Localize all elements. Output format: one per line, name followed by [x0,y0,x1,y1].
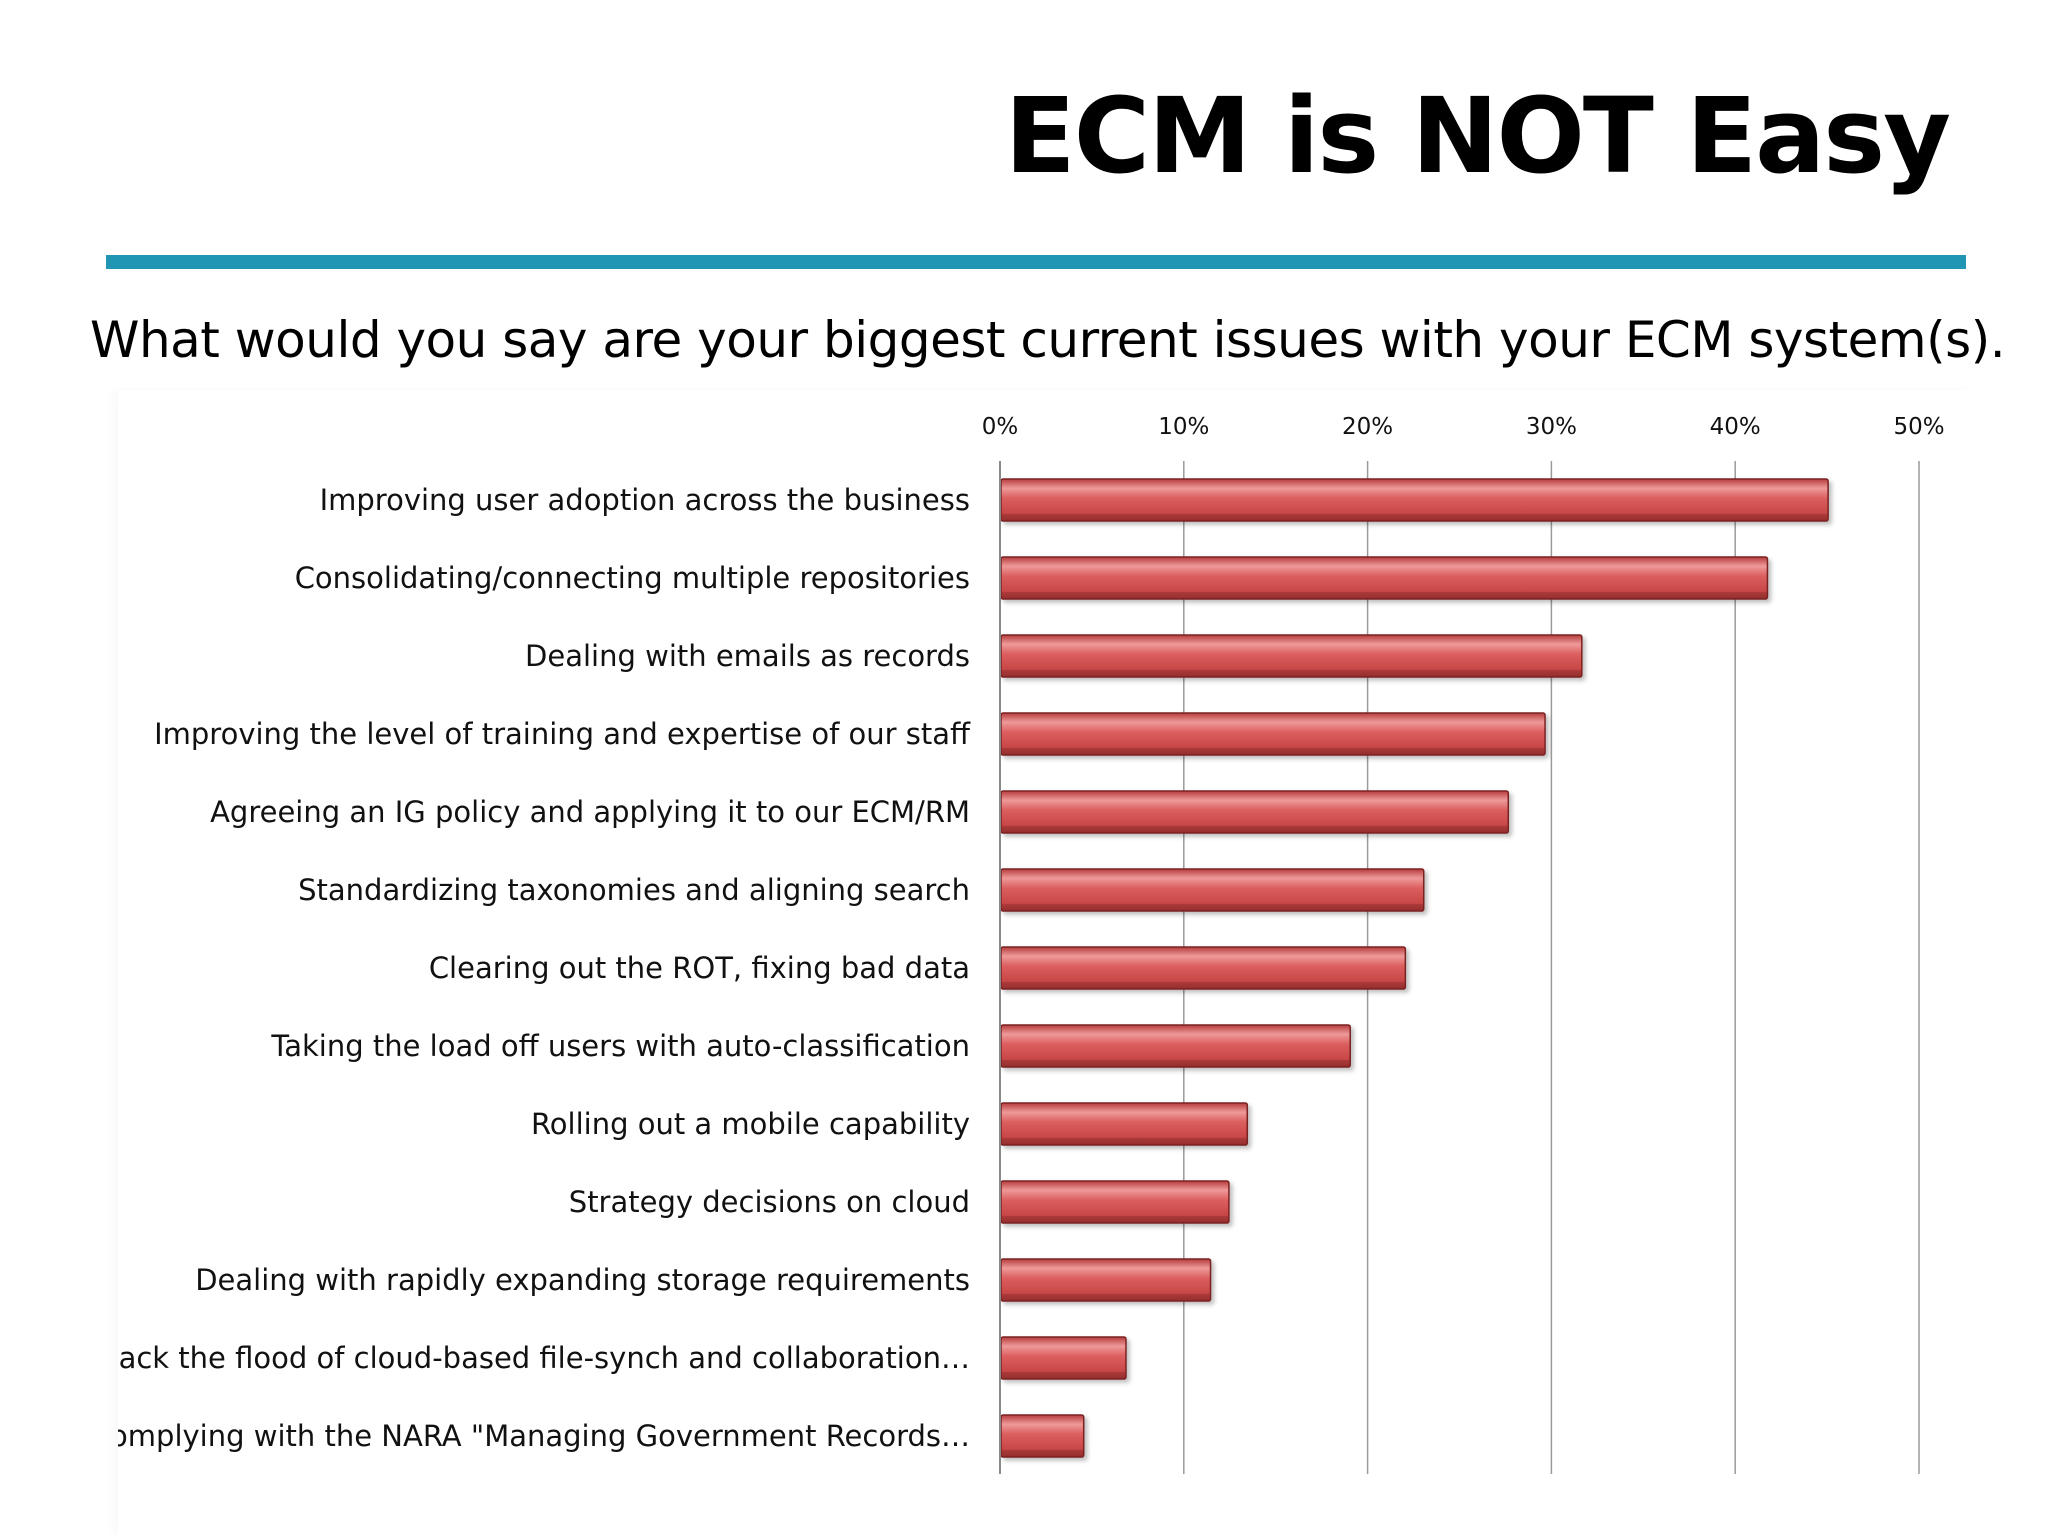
x-tick-label: 30% [1526,414,1577,440]
title-divider-bar [106,255,1966,269]
category-label: Complying with the NARA "Managing Govern… [118,1419,970,1453]
category-label: Consolidating/connecting multiple reposi… [295,561,970,595]
bar-bevel [1002,904,1423,909]
bar-bevel [1002,592,1767,597]
category-label: Standardizing taxonomies and aligning se… [298,873,970,907]
category-label: Dealing with rapidly expanding storage r… [195,1263,970,1297]
bar-bevel [1002,1450,1083,1455]
category-label: Improving user adoption across the busin… [320,483,970,517]
bar-bevel [1002,982,1405,987]
category-label: Taking the load off users with auto-clas… [270,1029,970,1063]
title-divider [106,255,1966,269]
bar-bevel [1002,826,1508,831]
x-axis-ticks: 0% 10% 20% 30% 40% 50% [982,414,1945,440]
bar-bevel [1002,748,1545,753]
bar-bevel [1002,670,1581,675]
chart-container: 0% 10% 20% 30% 40% 50% Improving user adoptio… [118,390,1970,1536]
category-label: Holding back the flood of cloud-based fi… [118,1341,970,1375]
x-tick-label: 10% [1158,414,1209,440]
category-label: Rolling out a mobile capability [531,1107,970,1141]
x-tick-label: 0% [982,414,1019,440]
bar-bevel [1002,1216,1228,1221]
bars [1000,478,1829,1458]
category-labels: Improving user adoption across the busin… [118,483,971,1453]
bar-chart: 0% 10% 20% 30% 40% 50% Improving user adoptio… [118,414,1945,1474]
slide-title: ECM is NOT Easy [1004,75,1951,197]
category-label: Dealing with emails as records [525,639,970,673]
category-label: Strategy decisions on cloud [569,1185,970,1219]
category-label: Improving the level of training and expe… [154,717,971,751]
grid-lines [1183,461,1920,1474]
survey-question: What would you say are your biggest curr… [90,311,2006,369]
category-label: Clearing out the ROT, fixing bad data [429,951,970,985]
bar-bevel [1002,1294,1210,1299]
bar-bevel [1002,1060,1350,1065]
bar-bevel [1002,514,1828,519]
x-tick-label: 50% [1893,414,1944,440]
x-tick-label: 40% [1710,414,1761,440]
category-label: Agreeing an IG policy and applying it to… [210,795,970,829]
x-tick-label: 20% [1342,414,1393,440]
bar-bevel [1002,1372,1125,1377]
bar-bevel [1002,1138,1247,1143]
